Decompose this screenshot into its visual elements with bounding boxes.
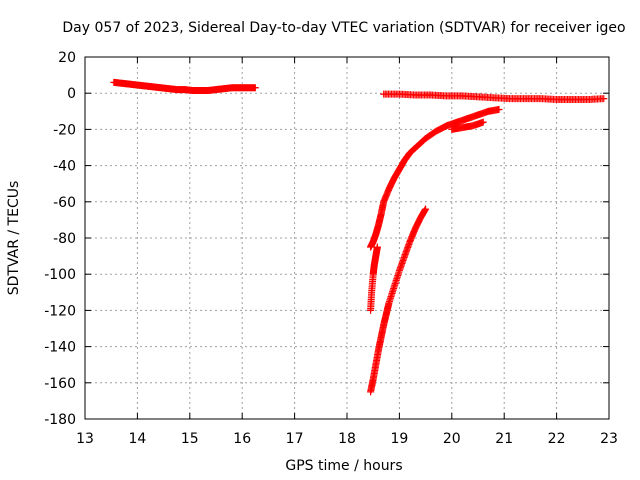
data-series	[380, 90, 608, 104]
data-point	[422, 205, 430, 213]
y-tick-label: -20	[53, 122, 76, 138]
data-point	[251, 84, 259, 92]
x-tick-label: 17	[286, 431, 304, 447]
x-tick-label: 23	[600, 431, 618, 447]
y-tick-label: -140	[44, 340, 76, 356]
x-axis-label: GPS time / hours	[285, 458, 402, 474]
y-tick-label: 0	[67, 86, 76, 102]
x-tick-labels: 13 14 15 16 17 18 19 20 21 22 23	[76, 431, 618, 447]
x-tick-label: 22	[548, 431, 566, 447]
y-tick-label: -40	[53, 159, 76, 175]
data-series	[367, 105, 503, 251]
grid-layer	[85, 57, 609, 419]
data-series	[367, 243, 381, 314]
y-tick-label: -180	[44, 412, 76, 428]
x-tick-label: 21	[495, 431, 513, 447]
chart-title: Day 057 of 2023, Sidereal Day-to-day VTE…	[62, 20, 625, 36]
data-series	[448, 118, 487, 133]
x-tick-label: 16	[233, 431, 251, 447]
y-tick-label: -120	[44, 303, 76, 319]
data-marks	[110, 78, 608, 396]
x-tick-label: 13	[76, 431, 94, 447]
data-point	[373, 243, 381, 251]
x-tick-label: 18	[338, 431, 356, 447]
y-axis-label: SDTVAR / TECUs	[6, 181, 22, 296]
axis-ticks	[84, 56, 610, 420]
y-tick-label: -60	[53, 195, 76, 211]
x-tick-label: 19	[390, 431, 408, 447]
y-tick-label: 20	[58, 50, 76, 66]
y-tick-labels: 20 0 -20 -40 -60 -80 -100 -120 -140 -160 -180	[44, 50, 76, 428]
data-series	[110, 78, 259, 94]
y-tick-label: -80	[53, 231, 76, 247]
x-tick-label: 15	[181, 431, 199, 447]
x-tick-label: 14	[128, 431, 146, 447]
data-series	[367, 205, 430, 396]
data-point	[479, 118, 487, 126]
data-point	[495, 105, 503, 113]
y-tick-label: -160	[44, 376, 76, 392]
x-tick-label: 20	[443, 431, 461, 447]
data-point	[600, 95, 608, 103]
y-tick-label: -100	[44, 267, 76, 283]
